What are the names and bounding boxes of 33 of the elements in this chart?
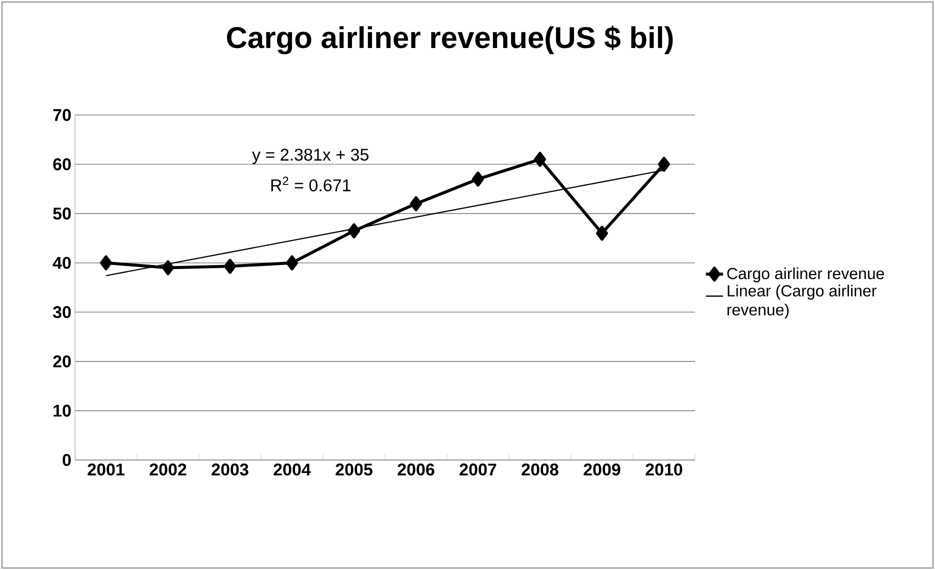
x-tick-label: 2002 — [150, 464, 186, 476]
x-tick-label: 2010 — [646, 464, 682, 476]
chart-title: Cargo airliner revenue(US $ bil) — [227, 26, 673, 54]
y-tick-label: 10 — [54, 404, 71, 417]
y-tick-label: 50 — [53, 208, 71, 220]
y-tick-label: 60 — [53, 158, 71, 170]
x-tick-label: 2008 — [522, 464, 558, 476]
x-tick-label: 2001 — [88, 464, 124, 476]
y-tick-label: 40 — [52, 256, 71, 269]
point — [472, 172, 484, 187]
point — [286, 255, 298, 270]
x-tick-label: 2009 — [584, 464, 620, 476]
point — [100, 255, 112, 270]
x-tick-label: 2003 — [212, 464, 248, 476]
point — [534, 152, 546, 167]
point — [596, 226, 608, 241]
point — [348, 223, 360, 238]
point — [224, 258, 236, 274]
x-tick-label: 2004 — [274, 464, 311, 476]
y-tick-label: 0 — [62, 454, 71, 466]
y-tick-label: 20 — [53, 355, 71, 368]
y-tick-label: 30 — [52, 306, 71, 318]
legend-label: Cargo airliner revenue — [727, 267, 884, 282]
point — [410, 196, 422, 212]
point — [162, 260, 174, 276]
legend-label: Linear (Cargo airliner revenue) — [728, 284, 876, 319]
y-tick-label: 70 — [53, 108, 71, 122]
x-tick-label: 2005 — [336, 464, 372, 476]
x-tick-label: 2007 — [460, 464, 496, 476]
annotation: y = 2.381x + 35 — [252, 148, 368, 164]
annotation: R$^{2}$ = 0.671 — [271, 176, 350, 192]
point — [658, 156, 670, 172]
x-tick-label: 2006 — [398, 464, 434, 476]
